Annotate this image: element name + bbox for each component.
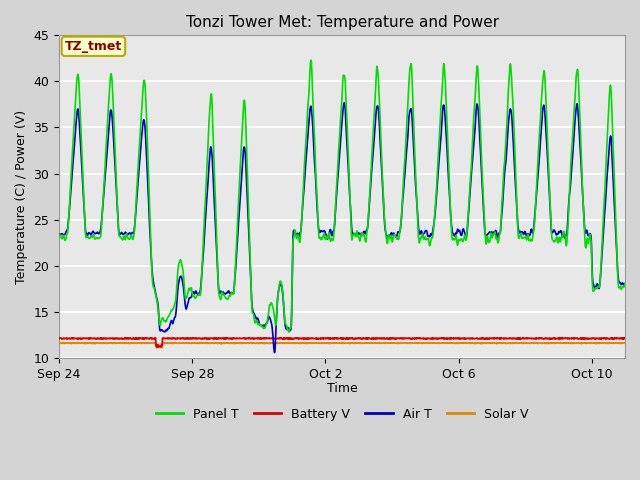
Air T [271, 350, 278, 356]
Battery V [497, 335, 504, 341]
Panel T [71, 111, 79, 117]
Panel T [55, 231, 63, 237]
Solar V [340, 340, 348, 346]
Battery V [181, 336, 189, 341]
Air T [55, 231, 63, 237]
Air T [148, 269, 156, 275]
Panel T [285, 329, 292, 335]
Legend: Panel T, Battery V, Air T, Solar V: Panel T, Battery V, Air T, Solar V [150, 403, 534, 426]
Text: TZ_tmet: TZ_tmet [65, 40, 122, 53]
Air T [621, 281, 629, 287]
Line: Panel T: Panel T [59, 60, 625, 332]
Title: Tonzi Tower Met: Temperature and Power: Tonzi Tower Met: Temperature and Power [186, 15, 499, 30]
Battery V [55, 336, 63, 341]
Solar V [197, 340, 205, 346]
Air T [71, 138, 79, 144]
Solar V [360, 340, 367, 346]
Battery V [148, 336, 156, 341]
Panel T [197, 289, 205, 295]
Solar V [497, 340, 505, 346]
Solar V [71, 340, 79, 346]
Battery V [197, 336, 205, 342]
Line: Battery V: Battery V [59, 337, 625, 348]
Panel T [621, 281, 629, 287]
Battery V [71, 336, 79, 341]
Air T [340, 100, 348, 106]
Panel T [360, 231, 367, 237]
Panel T [497, 216, 505, 221]
X-axis label: Time: Time [326, 382, 358, 395]
Y-axis label: Temperature (C) / Power (V): Temperature (C) / Power (V) [15, 109, 28, 284]
Solar V [55, 340, 63, 346]
Battery V [558, 335, 566, 340]
Air T [181, 298, 189, 303]
Panel T [148, 274, 156, 280]
Line: Solar V: Solar V [59, 343, 625, 348]
Solar V [621, 340, 629, 346]
Air T [197, 285, 205, 290]
Solar V [181, 340, 189, 346]
Battery V [360, 336, 367, 341]
Air T [497, 219, 505, 225]
Air T [360, 228, 367, 234]
Solar V [148, 340, 156, 346]
Battery V [153, 345, 161, 350]
Solar V [158, 345, 166, 350]
Line: Air T: Air T [59, 103, 625, 353]
Panel T [181, 290, 189, 296]
Battery V [621, 336, 629, 341]
Panel T [307, 57, 315, 63]
